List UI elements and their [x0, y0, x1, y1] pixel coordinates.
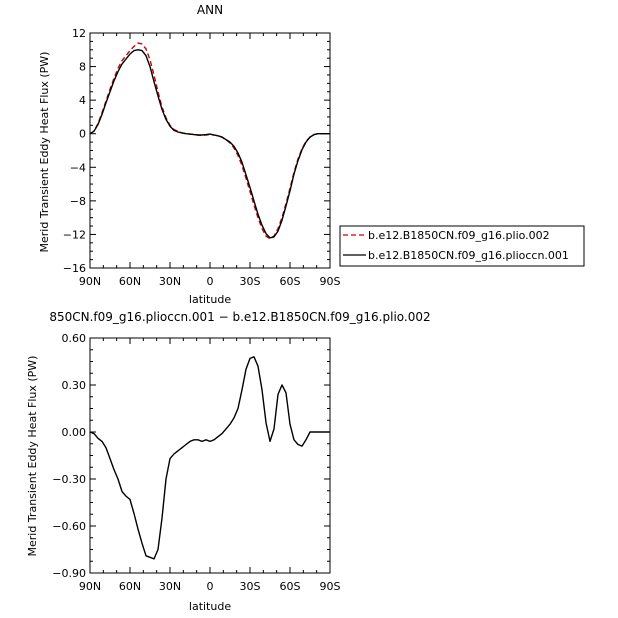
- top-ytick-label: 0: [79, 128, 86, 141]
- legend: b.e12.B1850CN.f09_g16.plio.002 b.e12.B18…: [339, 225, 585, 267]
- top-series-line-1: [89, 42, 330, 240]
- bottom-xtick-label: 90S: [320, 580, 341, 593]
- bottom-plot-frame: [89, 337, 331, 574]
- bottom-ytick-label: −0.60: [52, 520, 86, 533]
- top-xtick-label: 60S: [280, 275, 301, 288]
- top-ytick-label: −16: [63, 262, 86, 275]
- top-xtick-label: 90N: [79, 275, 101, 288]
- bottom-xtick-label: 0: [207, 580, 214, 593]
- bottom-xtick-label: 60S: [280, 580, 301, 593]
- legend-box: [339, 225, 585, 267]
- bottom-xtick-label: 30N: [159, 580, 181, 593]
- bottom-ytick-label: −0.30: [52, 473, 86, 486]
- bottom-xtick-label: 90N: [79, 580, 101, 593]
- top-xtick-label: 60N: [119, 275, 141, 288]
- top-chart-ylabel: Merid Transient Eddy Heat Flux (PW): [38, 52, 51, 253]
- bottom-xtick-label: 30S: [240, 580, 261, 593]
- legend-label-series-2: b.e12.B1850CN.f09_g16.plioccn.001: [368, 249, 569, 262]
- top-xtick-label: 0: [207, 275, 214, 288]
- bottom-chart: 850CN.f09_g16.plioccn.001 − b.e12.B1850C…: [26, 310, 431, 613]
- top-chart-xlabel: latitude: [189, 293, 231, 306]
- top-xtick-label: 90S: [320, 275, 341, 288]
- bottom-chart-title: 850CN.f09_g16.plioccn.001 − b.e12.B1850C…: [49, 310, 430, 324]
- top-ytick-label: 12: [72, 27, 86, 40]
- bottom-ytick-label: 0.00: [62, 426, 87, 439]
- top-ytick-label: −12: [63, 228, 86, 241]
- legend-label-series-1: b.e12.B1850CN.f09_g16.plio.002: [368, 229, 550, 242]
- top-xtick-label: 30S: [240, 275, 261, 288]
- bottom-ytick-label: −0.90: [52, 567, 86, 580]
- bottom-ytick-label: 0.60: [62, 332, 87, 345]
- top-ytick-label: −8: [70, 195, 86, 208]
- top-ytick-label: −4: [70, 161, 86, 174]
- top-ytick-label: 8: [79, 61, 86, 74]
- bottom-series-line-1: [89, 356, 330, 560]
- top-chart-title: ANN: [197, 3, 223, 17]
- top-xtick-label: 30N: [159, 275, 181, 288]
- bottom-chart-ylabel: Merid Transient Eddy Heat Flux (PW): [26, 356, 39, 557]
- bottom-xtick-label: 60N: [119, 580, 141, 593]
- top-series-line-2: [89, 49, 330, 239]
- bottom-chart-xlabel: latitude: [189, 600, 231, 613]
- top-ytick-label: 4: [79, 94, 86, 107]
- bottom-ytick-label: 0.30: [62, 379, 87, 392]
- top-plot-frame: [89, 32, 331, 269]
